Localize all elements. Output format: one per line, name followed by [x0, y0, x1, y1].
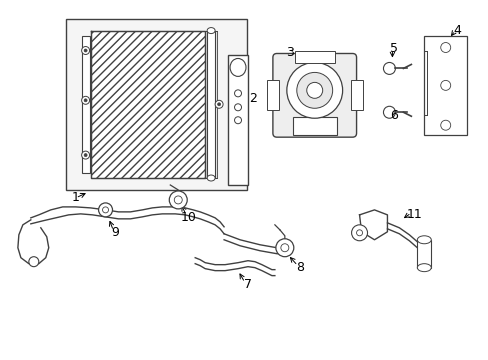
Circle shape — [296, 72, 332, 108]
FancyBboxPatch shape — [272, 54, 356, 137]
Circle shape — [174, 196, 182, 204]
Bar — [207, 31, 215, 178]
Circle shape — [306, 82, 322, 98]
Text: 1: 1 — [72, 192, 80, 204]
Text: 8: 8 — [295, 261, 303, 274]
Circle shape — [102, 207, 108, 213]
Text: 10: 10 — [180, 211, 196, 224]
Circle shape — [99, 203, 112, 217]
Bar — [292, 117, 336, 135]
Text: 5: 5 — [389, 42, 398, 55]
Circle shape — [286, 62, 342, 118]
Circle shape — [217, 103, 220, 106]
Circle shape — [84, 99, 87, 102]
Circle shape — [29, 257, 39, 267]
Circle shape — [275, 239, 293, 257]
Bar — [227, 55, 247, 185]
Ellipse shape — [416, 236, 430, 244]
Ellipse shape — [207, 175, 215, 181]
Polygon shape — [90, 31, 205, 178]
Circle shape — [81, 151, 89, 159]
Ellipse shape — [207, 28, 215, 33]
Circle shape — [215, 100, 223, 108]
Circle shape — [84, 49, 87, 52]
Circle shape — [84, 154, 87, 157]
Circle shape — [440, 120, 450, 130]
Circle shape — [440, 80, 450, 90]
Bar — [294, 51, 334, 63]
Circle shape — [440, 42, 450, 53]
Circle shape — [234, 117, 241, 124]
Bar — [350, 80, 362, 110]
Circle shape — [383, 106, 395, 118]
Text: 11: 11 — [406, 208, 421, 221]
Circle shape — [169, 191, 187, 209]
Bar — [266, 80, 278, 110]
Bar — [90, 31, 205, 178]
Bar — [416, 240, 430, 268]
Circle shape — [356, 230, 362, 236]
Bar — [81, 36, 89, 173]
Circle shape — [383, 62, 395, 75]
Text: 6: 6 — [390, 109, 398, 122]
Bar — [65, 19, 246, 190]
Circle shape — [280, 244, 288, 252]
Polygon shape — [102, 31, 217, 178]
Circle shape — [81, 96, 89, 104]
Text: 4: 4 — [452, 24, 460, 37]
Circle shape — [234, 104, 241, 111]
Ellipse shape — [229, 58, 245, 76]
Bar — [427, 50, 434, 115]
Circle shape — [81, 46, 89, 54]
Text: 3: 3 — [285, 46, 293, 59]
Circle shape — [351, 225, 367, 241]
Bar — [424, 36, 466, 135]
Text: 7: 7 — [244, 278, 251, 291]
Circle shape — [234, 90, 241, 97]
Ellipse shape — [416, 264, 430, 272]
Text: 9: 9 — [111, 226, 119, 239]
Text: 2: 2 — [248, 92, 256, 105]
